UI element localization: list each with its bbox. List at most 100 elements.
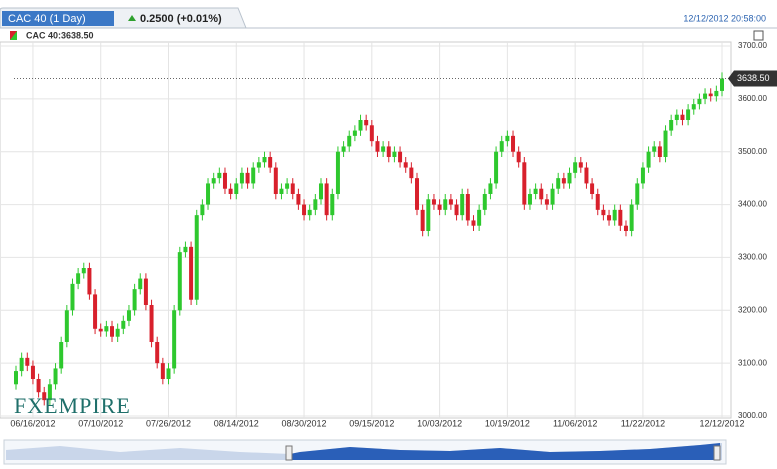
candle-body: [556, 178, 561, 189]
candle-body: [358, 120, 363, 131]
candle-body: [104, 326, 109, 332]
candle-body: [477, 209, 482, 226]
candle-body: [369, 125, 374, 142]
candle-body: [347, 135, 352, 147]
candle-body: [511, 135, 516, 152]
candle-body: [189, 246, 194, 300]
candle-body: [561, 178, 566, 184]
candle-body: [364, 120, 369, 126]
candle-body: [313, 199, 318, 210]
x-tick-label: 11/06/2012: [553, 418, 597, 428]
candle-body: [578, 162, 583, 168]
candle-body: [115, 328, 120, 337]
candle-body: [409, 167, 414, 179]
candle-body: [110, 326, 115, 337]
minimize-button[interactable]: [753, 30, 764, 41]
x-tick-label: 06/16/2012: [10, 418, 55, 428]
candle-body: [505, 135, 510, 142]
x-tick-label: 12/12/2012: [699, 418, 744, 428]
title-box: [2, 11, 114, 26]
candle-body: [646, 151, 651, 168]
candle-body: [635, 183, 640, 205]
candle-body: [691, 104, 696, 110]
candle-body: [471, 220, 476, 226]
candle-body: [239, 172, 244, 184]
candle-body: [98, 328, 103, 332]
candle-body: [403, 162, 408, 168]
candle-body: [420, 209, 425, 231]
candle-body: [132, 289, 137, 311]
candle-body: [499, 141, 504, 152]
candle-body: [138, 278, 143, 290]
candle-body: [330, 194, 335, 216]
candle-body: [392, 151, 397, 157]
candle-body: [494, 151, 499, 184]
legend-label: CAC 40:3638.50: [26, 30, 94, 40]
candle-body: [686, 109, 691, 120]
candle-body: [211, 178, 216, 184]
candle-body: [200, 204, 205, 216]
candle-body: [584, 167, 589, 184]
candle-body: [268, 157, 273, 168]
candle-body: [612, 209, 617, 221]
candle-body: [595, 194, 600, 210]
last-price-tag: [728, 70, 777, 87]
candle-body: [680, 114, 685, 120]
candle-body: [245, 172, 250, 184]
candle-body: [81, 268, 86, 274]
candle-body: [155, 342, 160, 364]
candle-body: [160, 363, 165, 379]
y-tick-label: 3200.00: [738, 305, 767, 314]
candle-body: [415, 178, 420, 210]
candle-body: [222, 172, 227, 189]
change-arrow: [128, 15, 136, 21]
navigator-handle-right[interactable]: [713, 445, 721, 461]
y-tick-label: 3400.00: [738, 200, 767, 209]
candle-body: [149, 305, 154, 342]
candle-body: [273, 167, 278, 194]
candle-body: [76, 273, 81, 284]
candle-body: [674, 114, 679, 120]
candle-body: [601, 209, 606, 216]
candle-body: [256, 162, 261, 168]
candle-body: [177, 252, 182, 311]
y-tick-label: 3300.00: [738, 253, 767, 262]
chart-title: CAC 40 (1 Day): [8, 13, 86, 25]
candle-body: [708, 93, 713, 97]
candle-body: [657, 146, 662, 157]
navigator-handle-left[interactable]: [285, 445, 293, 461]
candle-body: [527, 194, 532, 205]
candle-body: [640, 167, 645, 184]
x-tick-label: 09/15/2012: [349, 418, 394, 428]
candle-body: [126, 310, 131, 321]
candle-body: [143, 278, 148, 305]
candle-body: [352, 130, 357, 136]
candle-body: [335, 151, 340, 194]
x-tick-label: 07/10/2012: [78, 418, 123, 428]
candle-body: [36, 379, 41, 393]
candle-body: [341, 146, 346, 152]
candle-body: [302, 204, 307, 216]
candle-body: [573, 162, 578, 173]
y-tick-label: 3500.00: [738, 147, 767, 156]
candle-body: [437, 204, 442, 210]
candle-body: [454, 204, 459, 216]
x-tick-label: 07/26/2012: [146, 418, 191, 428]
candle-body: [443, 199, 448, 210]
candle-body: [488, 183, 493, 194]
candle-body: [183, 246, 188, 253]
candle-body: [482, 194, 487, 210]
candle-body: [618, 209, 623, 226]
candle-body: [194, 215, 199, 300]
candle-body: [234, 183, 239, 194]
y-tick-label: 3600.00: [738, 94, 767, 103]
x-tick-label: 08/14/2012: [214, 418, 259, 428]
last-price-label: 3638.50: [737, 73, 770, 83]
candle-body: [544, 199, 549, 205]
y-tick-label: 3100.00: [738, 358, 767, 367]
candle-body: [166, 368, 171, 379]
candle-body: [652, 146, 657, 152]
x-tick-label: 10/19/2012: [485, 418, 530, 428]
plot-area: 3000.00 3100.00 3200.00 3300.00 3400.00 3500.…: [1, 41, 777, 428]
